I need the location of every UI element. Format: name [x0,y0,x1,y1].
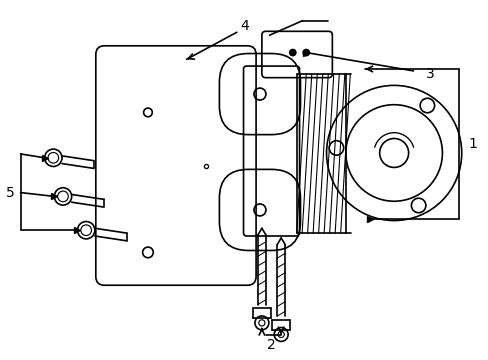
Text: 5: 5 [6,185,15,199]
Circle shape [289,49,295,56]
Circle shape [303,49,309,56]
Text: 4: 4 [240,19,248,33]
Text: 2: 2 [266,338,275,352]
Text: 3: 3 [425,67,434,81]
Text: 1: 1 [468,137,476,151]
